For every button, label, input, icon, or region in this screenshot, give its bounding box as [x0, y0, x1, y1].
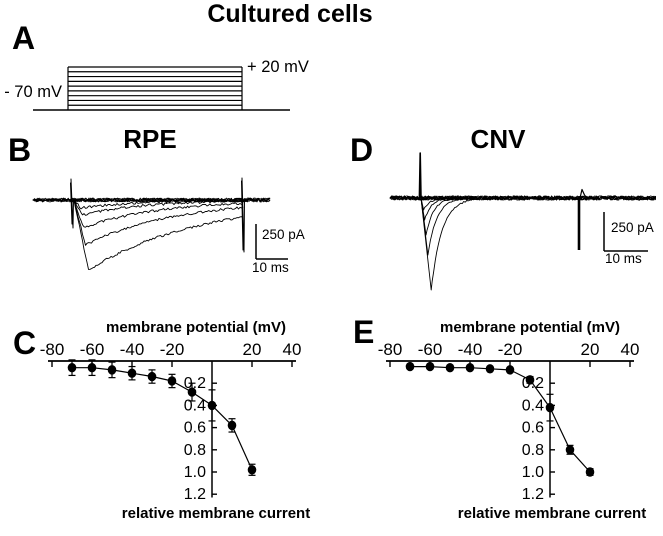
data-point [545, 402, 555, 413]
data-point [405, 361, 415, 372]
panel-d-title: CNV [470, 124, 526, 154]
stimulus-artifact-start [418, 152, 422, 199]
data-point [505, 365, 515, 375]
data-point [167, 376, 177, 386]
step-potential-label: + 20 mV [247, 58, 309, 76]
data-point [67, 362, 77, 373]
data-point [187, 387, 197, 397]
x-tick-label: 20 [581, 340, 600, 359]
y-tick-label: 0.8 [184, 442, 206, 459]
x-tick-label: -20 [160, 340, 185, 359]
y-tick-label: 1.2 [184, 486, 206, 503]
panel-b-letter: B [8, 132, 32, 168]
y-tick-label: 1.0 [184, 464, 206, 481]
baseline-noise-trace [32, 197, 271, 203]
y-tick-label: 1.0 [522, 464, 544, 481]
x-tick-label: -80 [40, 340, 65, 359]
panel-d-letter: D [350, 132, 374, 168]
panel-d-scalebar-time-label: 10 ms [605, 251, 642, 266]
x-tick-label: -60 [418, 340, 443, 359]
data-point [565, 445, 575, 455]
panel-e-yaxis-title: relative membrane current [457, 505, 647, 522]
holding-potential-label: - 70 mV [4, 83, 62, 101]
inward-current-trace [420, 197, 478, 291]
y-tick-label: 0.8 [522, 442, 544, 459]
artifact-rebound [579, 188, 588, 199]
panel-b-title: RPE [123, 124, 177, 154]
y-tick-label: 0.6 [522, 420, 544, 437]
data-point [465, 362, 475, 373]
inward-current-trace [73, 199, 244, 210]
data-line [409, 366, 591, 473]
data-point [445, 362, 455, 373]
panel-c-yaxis-title: relative membrane current [121, 505, 311, 522]
x-tick-label: -80 [378, 340, 403, 359]
y-tick-label: 0.4 [522, 397, 544, 414]
stimulus-artifact-start [70, 178, 74, 229]
x-tick-label: 40 [283, 340, 302, 359]
inward-current-trace [420, 196, 477, 236]
y-tick-label: 0.4 [184, 397, 206, 414]
data-point [207, 400, 217, 411]
data-point [107, 365, 117, 375]
inward-current-trace [73, 199, 244, 228]
figure-title: Cultured cells [207, 0, 373, 28]
panel-a-letter: A [12, 20, 36, 56]
inward-current-trace [73, 199, 244, 246]
x-tick-label: -20 [498, 340, 523, 359]
iv-plot-rpe: -80 -60 -40 -20 20 400.20.40.60.81.01.2 [40, 340, 302, 503]
x-tick-label: -40 [120, 340, 145, 359]
data-point [127, 368, 137, 378]
data-point [247, 465, 257, 475]
panel-b-scalebar-time-label: 10 ms [252, 260, 289, 275]
voltage-step-protocol [33, 66, 290, 111]
data-point [585, 467, 595, 477]
stimulus-artifact-end [241, 177, 245, 253]
panel-d-scalebar-current-label: 250 pA [611, 220, 654, 235]
panel-c-xaxis-title: membrane potential (mV) [105, 319, 287, 336]
data-point [425, 361, 435, 372]
data-line [71, 367, 253, 471]
data-point [227, 420, 237, 431]
x-tick-label: -40 [458, 340, 483, 359]
inward-current-trace [73, 199, 244, 270]
y-tick-label: 1.2 [522, 486, 544, 503]
data-point [87, 362, 97, 373]
panel-c-letter: C [13, 325, 37, 361]
baseline-noise-trace [389, 195, 656, 201]
panel-b-scalebar-current-label: 250 pA [262, 227, 305, 242]
inward-current-trace [420, 197, 478, 256]
data-point [525, 375, 535, 385]
rpe-current-traces [32, 177, 288, 270]
baseline-noise-trace [389, 195, 656, 201]
x-tick-label: 20 [243, 340, 262, 359]
x-tick-label: -60 [80, 340, 105, 359]
data-point [147, 371, 157, 382]
y-tick-label: 0.6 [184, 420, 206, 437]
panel-e-letter: E [353, 314, 375, 350]
data-point [485, 364, 495, 374]
cnv-current-traces [389, 152, 656, 291]
inward-current-trace [420, 196, 478, 211]
panel-e-xaxis-title: membrane potential (mV) [439, 319, 621, 336]
x-tick-label: 40 [621, 340, 640, 359]
